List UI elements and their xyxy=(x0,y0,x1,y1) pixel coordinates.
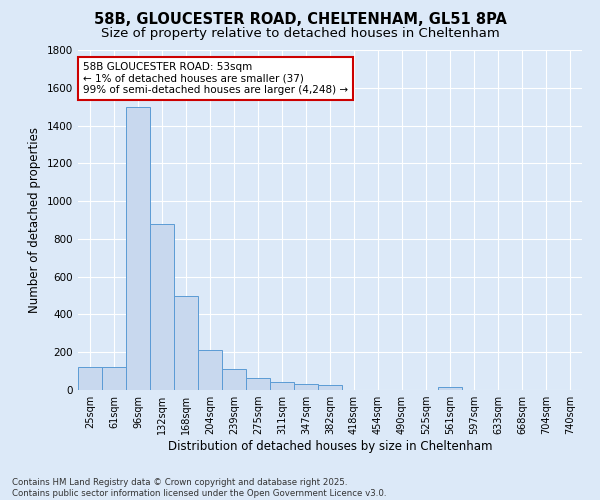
Bar xyxy=(222,369,246,390)
Bar xyxy=(270,382,294,390)
Bar xyxy=(294,384,318,390)
Bar xyxy=(246,378,270,390)
Bar xyxy=(318,386,342,390)
X-axis label: Distribution of detached houses by size in Cheltenham: Distribution of detached houses by size … xyxy=(168,440,492,453)
Y-axis label: Number of detached properties: Number of detached properties xyxy=(28,127,41,313)
Text: 58B GLOUCESTER ROAD: 53sqm
← 1% of detached houses are smaller (37)
99% of semi-: 58B GLOUCESTER ROAD: 53sqm ← 1% of detac… xyxy=(83,62,348,95)
Bar xyxy=(198,350,222,390)
Bar xyxy=(438,387,462,390)
Text: Size of property relative to detached houses in Cheltenham: Size of property relative to detached ho… xyxy=(101,28,499,40)
Bar xyxy=(102,368,126,390)
Bar xyxy=(150,224,174,390)
Bar xyxy=(78,368,102,390)
Text: 58B, GLOUCESTER ROAD, CHELTENHAM, GL51 8PA: 58B, GLOUCESTER ROAD, CHELTENHAM, GL51 8… xyxy=(94,12,506,28)
Bar xyxy=(126,106,150,390)
Text: Contains HM Land Registry data © Crown copyright and database right 2025.
Contai: Contains HM Land Registry data © Crown c… xyxy=(12,478,386,498)
Bar xyxy=(174,296,198,390)
